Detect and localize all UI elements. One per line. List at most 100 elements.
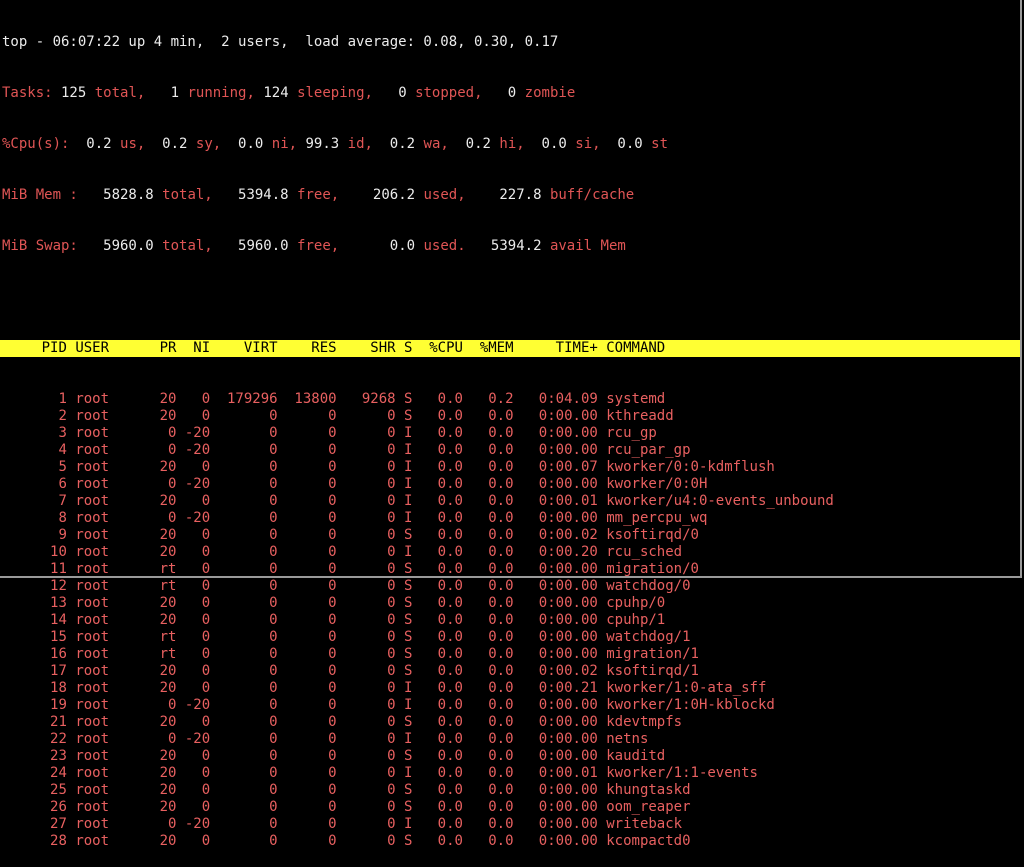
swap-line: MiB Swap: 5960.0 total, 5960.0 free, 0.0… (0, 238, 1020, 255)
cell-time: 0:00.00 (538, 629, 598, 645)
swap-label: avail Mem (549, 238, 626, 254)
cell-shr: 0 (387, 459, 396, 475)
cell-res: 0 (328, 561, 337, 577)
cell-cpu: 0.0 (437, 442, 463, 458)
tasks-label: running, (187, 85, 255, 101)
cell-shr: 0 (387, 731, 396, 747)
cell-command: kauditd (606, 748, 666, 764)
cell-command: systemd (606, 391, 666, 407)
cpu-label: us, (120, 136, 146, 152)
cell-pid: 26 (50, 799, 67, 815)
cell-shr: 0 (387, 476, 396, 492)
cell-pr: rt (159, 646, 177, 662)
mem-label: total, (162, 187, 213, 203)
cell-command: rcu_sched (606, 544, 683, 560)
cell-ni: 0 (201, 527, 211, 543)
cell-ni: 0 (201, 663, 211, 679)
swap-value: 5394.2 (465, 238, 550, 254)
cell-pr: rt (159, 629, 177, 645)
cell-user: root (75, 748, 110, 764)
cell-virt: 0 (269, 833, 278, 849)
cell-res: 0 (328, 459, 337, 475)
cell-mem: 0.0 (488, 748, 514, 764)
cell-command: cpuhp/1 (606, 612, 666, 628)
cell-time: 0:00.00 (538, 578, 598, 594)
cell-pr: 20 (159, 612, 177, 628)
cpu-label: st (651, 136, 668, 152)
cell-user: root (75, 799, 110, 815)
cell-virt: 0 (269, 816, 278, 832)
process-row: 19 root 0 -20 0 0 0 I 0.0 0.0 0:00.00 kworker/1:0H-… (0, 697, 1020, 714)
cell-virt: 179296 (226, 391, 278, 407)
cell-user: root (75, 833, 110, 849)
cell-res: 0 (328, 544, 337, 560)
cell-pid: 25 (50, 782, 67, 798)
cell-state: S (403, 578, 413, 594)
cell-pr: 20 (159, 833, 177, 849)
cell-shr: 0 (387, 442, 396, 458)
column-header-time: TIME+ (555, 340, 598, 356)
mem-value: 206.2 (339, 187, 424, 203)
cpu-label: ni, (271, 136, 298, 152)
cell-pr: 0 (168, 697, 177, 713)
cell-mem: 0.0 (488, 612, 514, 628)
terminal-window[interactable]: top - 06:07:22 up 4 min, 2 users, load a… (0, 0, 1022, 849)
cell-ni: -20 (184, 510, 211, 526)
cell-pr: 20 (159, 663, 177, 679)
tasks-value: 0 (372, 85, 416, 101)
cell-user: root (75, 459, 110, 475)
cell-res: 0 (328, 612, 337, 628)
cell-shr: 0 (387, 833, 396, 849)
cell-command: oom_reaper (606, 799, 691, 815)
cell-pid: 27 (50, 816, 67, 832)
cpu-value: 0.0 (221, 136, 272, 152)
cell-pr: 0 (168, 425, 177, 441)
cell-cpu: 0.0 (437, 782, 463, 798)
cell-cpu: 0.0 (437, 731, 463, 747)
cell-state: I (403, 425, 413, 441)
cpu-value: 0.0 (600, 136, 652, 152)
cell-user: root (75, 612, 110, 628)
cell-mem: 0.0 (488, 595, 514, 611)
cell-pid: 24 (50, 765, 67, 781)
cell-command: kworker/1:1-events (606, 765, 758, 781)
cell-user: root (75, 816, 110, 832)
cell-shr: 0 (387, 629, 396, 645)
cell-ni: 0 (201, 799, 211, 815)
cell-command: kthreadd (606, 408, 674, 424)
cell-command: migration/1 (606, 646, 699, 662)
cell-mem: 0.0 (488, 833, 514, 849)
cell-mem: 0.0 (488, 714, 514, 730)
cell-time: 0:00.01 (538, 765, 598, 781)
cell-state: S (403, 595, 413, 611)
mem-label: buff/cache (549, 187, 635, 203)
cell-mem: 0.0 (488, 527, 514, 543)
cell-command: kworker/1:0-ata_sff (606, 680, 767, 696)
column-header-pid: PID (41, 340, 67, 356)
cell-state: S (403, 527, 413, 543)
cell-res: 0 (328, 629, 337, 645)
cell-user: root (75, 680, 110, 696)
cell-state: I (403, 680, 413, 696)
cell-mem: 0.0 (488, 561, 514, 577)
cell-mem: 0.0 (488, 646, 514, 662)
cell-shr: 0 (387, 663, 396, 679)
cell-ni: 0 (201, 493, 211, 509)
cell-cpu: 0.0 (437, 697, 463, 713)
cell-time: 0:00.00 (538, 748, 598, 764)
cell-time: 0:00.20 (538, 544, 598, 560)
cell-command: rcu_par_gp (606, 442, 691, 458)
process-row: 11 root rt 0 0 0 0 S 0.0 0.0 0:00.00 migration/0 (0, 561, 1020, 578)
cell-ni: 0 (201, 595, 211, 611)
cell-pr: 20 (159, 714, 177, 730)
cell-shr: 0 (387, 714, 396, 730)
cell-virt: 0 (269, 799, 278, 815)
cell-cpu: 0.0 (437, 476, 463, 492)
cell-shr: 9268 (361, 391, 396, 407)
cell-cpu: 0.0 (437, 493, 463, 509)
process-row: 9 root 20 0 0 0 0 S 0.0 0.0 0:00.02 ksoftirqd/0 (0, 527, 1020, 544)
cell-state: S (403, 799, 413, 815)
process-row: 1 root 20 0 179296 13800 9268 S 0.0 0.2 0:04.09 sys… (0, 391, 1020, 408)
cell-pid: 21 (50, 714, 67, 730)
cell-user: root (75, 476, 110, 492)
